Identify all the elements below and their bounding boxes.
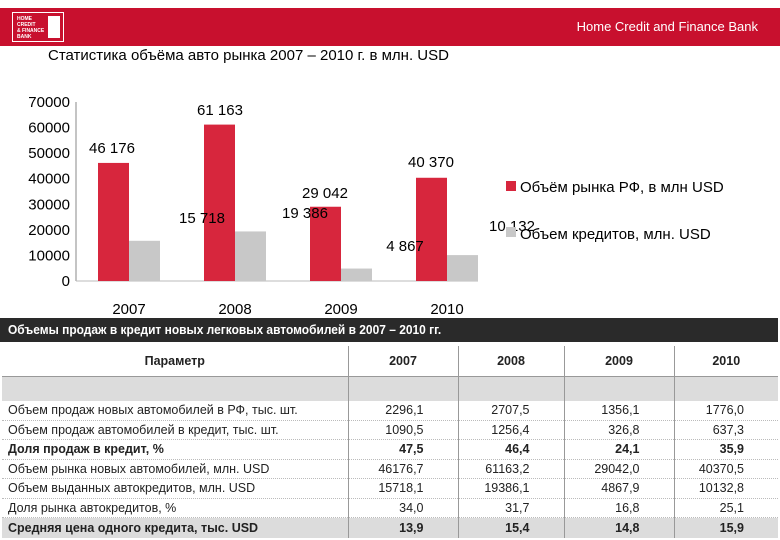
legend-swatch-credit — [506, 227, 516, 237]
bar-credit-2007 — [129, 240, 160, 281]
header-bar: HOME CREDIT & FINANCE BANK Home Credit a… — [0, 8, 780, 46]
bank-logo: HOME CREDIT & FINANCE BANK — [12, 12, 64, 42]
x-category-label: 2010 — [430, 301, 463, 318]
value-cell: 2296,1 — [347, 400, 458, 421]
bar-credit-2010 — [447, 255, 478, 281]
x-category-label: 2007 — [112, 301, 145, 318]
table-title: Объемы продаж в кредит новых легковых ав… — [8, 322, 442, 337]
value-cell: 1256,4 — [457, 420, 564, 441]
value-cell: 46,4 — [457, 439, 564, 460]
parameter-name: Объем продаж автомобилей в кредит, тыс. … — [2, 420, 348, 441]
table-row: Средняя цена одного кредита, тыс. USD 13,… — [2, 517, 778, 538]
chart-title: Статистика объёма авто рынка 2007 – 2010… — [48, 47, 449, 64]
value-cell: 637,3 — [673, 420, 778, 441]
header-cell: 2007 — [347, 346, 458, 377]
value-cell: 35,9 — [673, 439, 778, 460]
value-cell: 47,5 — [347, 439, 458, 460]
y-tick-label: 70000 — [28, 94, 70, 111]
y-tick-label: 10000 — [28, 247, 70, 264]
y-tick-label: 40000 — [28, 171, 70, 188]
table-row: Объем рынка новых автомобилей, млн. USD 4… — [2, 459, 778, 480]
table-row: Доля продаж в кредит, % 47,5 46,4 24,1 35,9 — [2, 439, 778, 460]
data-label: 40 370 — [408, 154, 454, 171]
bar-market-2008 — [204, 124, 235, 281]
bar-credit-2008 — [235, 231, 266, 281]
table-row: Объем продаж автомобилей в кредит, тыс. … — [2, 420, 778, 441]
data-label: 15 718 — [179, 210, 225, 227]
value-cell: 25,1 — [673, 498, 778, 519]
x-category-label: 2008 — [218, 301, 251, 318]
y-tick-label: 20000 — [28, 222, 70, 239]
y-tick-label: 60000 — [28, 120, 70, 137]
parameter-name: Объем рынка новых автомобилей, млн. USD — [2, 459, 348, 480]
table-row: Объем выданных автокредитов, млн. USD 157… — [2, 478, 778, 499]
table-band-row — [2, 376, 778, 401]
credit-sales-table: Параметр 2007 2008 2009 2010 Объем прода… — [2, 346, 778, 538]
value-cell: 1776,0 — [673, 400, 778, 421]
data-label: 29 042 — [302, 185, 348, 202]
data-label: 61 163 — [197, 102, 243, 119]
bar-chart: 70000 60000 50000 40000 30000 20000 10000 0 46 1… — [28, 94, 724, 318]
value-cell: 326,8 — [563, 420, 674, 441]
table-row: Объем продаж новых автомобилей в РФ, тыс… — [2, 400, 778, 421]
parameter-name: Средняя цена одного кредита, тыс. USD — [2, 517, 348, 538]
y-tick-label: 30000 — [28, 196, 70, 213]
value-cell: 24,1 — [563, 439, 674, 460]
value-cell: 15,9 — [673, 517, 778, 538]
value-cell: 4867,9 — [563, 478, 674, 499]
value-cell: 29042,0 — [563, 459, 674, 480]
y-tick-label: 0 — [62, 273, 70, 290]
value-cell: 13,9 — [347, 517, 458, 538]
data-label: 46 176 — [89, 140, 135, 157]
value-cell: 40370,5 — [673, 459, 778, 480]
value-cell: 14,8 — [563, 517, 674, 538]
value-cell: 15718,1 — [347, 478, 458, 499]
value-cell: 31,7 — [457, 498, 564, 519]
header-cell: 2009 — [563, 346, 674, 377]
value-cell: 19386,1 — [457, 478, 564, 499]
parameter-name: Доля рынка автокредитов, % — [2, 498, 348, 519]
data-label: 19 386 — [282, 205, 328, 222]
value-cell: 2707,5 — [457, 400, 564, 421]
data-label: 10 132 — [489, 218, 535, 235]
value-cell: 34,0 — [347, 498, 458, 519]
value-cell: 1356,1 — [563, 400, 674, 421]
value-cell: 10132,8 — [673, 478, 778, 499]
parameter-name: Объем продаж новых автомобилей в РФ, тыс… — [2, 400, 348, 421]
data-label: 4 867 — [386, 238, 424, 255]
value-cell: 16,8 — [563, 498, 674, 519]
bank-name: Home Credit and Finance Bank — [576, 19, 758, 34]
header-cell: Параметр — [2, 346, 348, 377]
header-cell: 2008 — [457, 346, 564, 377]
bar-market-2010 — [416, 177, 447, 281]
table-header-row: Параметр 2007 2008 2009 2010 — [2, 346, 778, 377]
table-title-bar: Объемы продаж в кредит новых легковых ав… — [0, 318, 778, 342]
table-row: Доля рынка автокредитов, % 34,0 31,7 16,8 25… — [2, 498, 778, 519]
parameter-name: Доля продаж в кредит, % — [2, 439, 348, 460]
y-tick-label: 50000 — [28, 145, 70, 162]
logo-text: HOME CREDIT & FINANCE BANK — [17, 16, 45, 40]
value-cell: 61163,2 — [457, 459, 564, 480]
bar-credit-2009 — [341, 268, 372, 281]
legend-swatch-market — [506, 181, 516, 191]
logo-mark-icon — [48, 16, 60, 38]
header-cell: 2010 — [673, 346, 778, 377]
bar-market-2009 — [310, 206, 341, 281]
legend-label: Объем кредитов, млн. USD — [520, 226, 711, 243]
bar-market-2007 — [98, 162, 129, 281]
value-cell: 1090,5 — [347, 420, 458, 441]
value-cell: 46176,7 — [347, 459, 458, 480]
value-cell: 15,4 — [457, 517, 564, 538]
legend-label: Объём рынка РФ, в млн USD — [520, 179, 724, 196]
parameter-name: Объем выданных автокредитов, млн. USD — [2, 478, 348, 499]
x-category-label: 2009 — [324, 301, 357, 318]
